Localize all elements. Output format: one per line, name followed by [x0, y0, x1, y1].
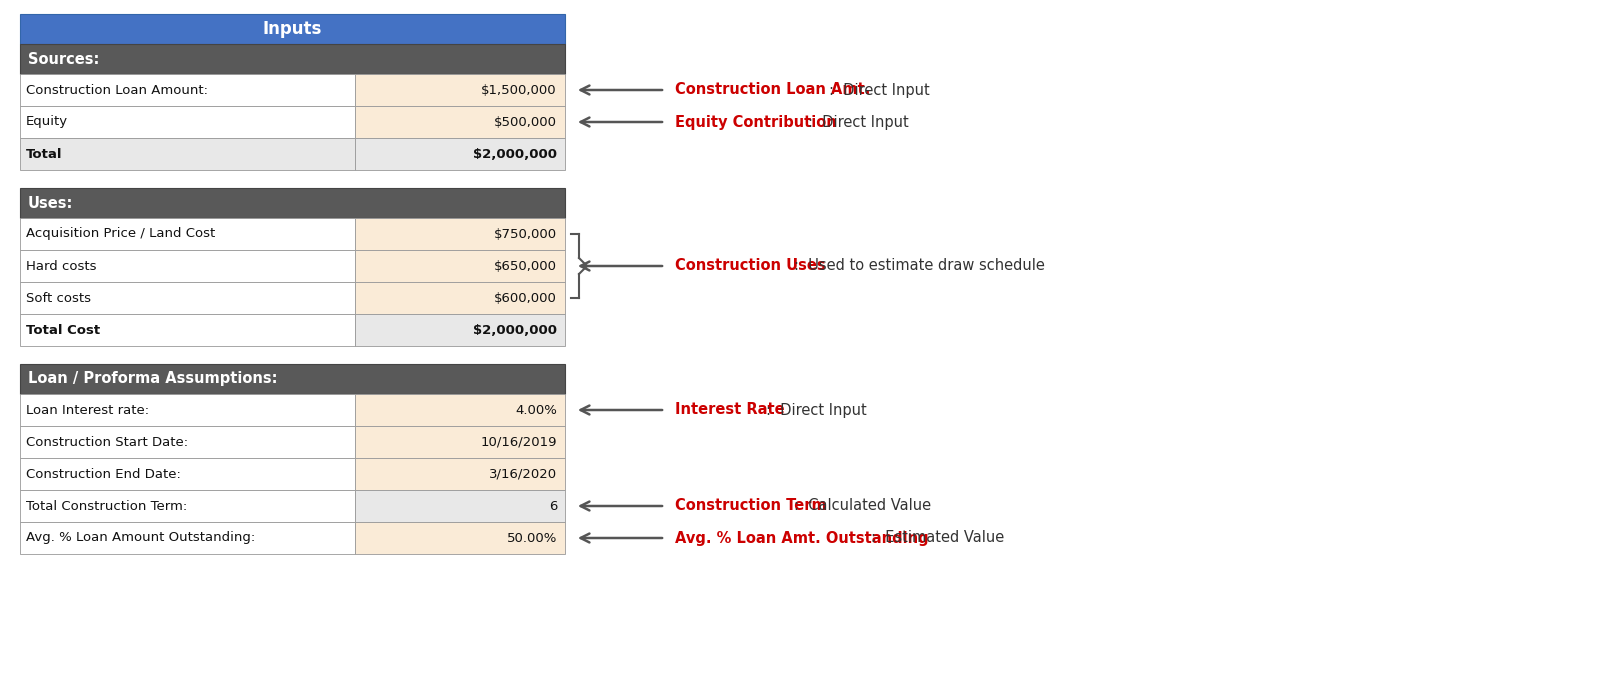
- Text: :  Direct Input: : Direct Input: [829, 82, 930, 97]
- Bar: [355, 314, 565, 346]
- Text: Loan / Proforma Assumptions:: Loan / Proforma Assumptions:: [29, 372, 277, 387]
- Text: Equity: Equity: [26, 116, 69, 128]
- Bar: [19, 364, 565, 394]
- Bar: [355, 426, 565, 458]
- Bar: [19, 138, 355, 170]
- Bar: [19, 314, 355, 346]
- Text: Construction Term: Construction Term: [675, 498, 827, 514]
- Bar: [355, 138, 565, 170]
- Bar: [355, 106, 565, 138]
- Text: 3/16/2020: 3/16/2020: [490, 468, 557, 481]
- Text: $500,000: $500,000: [494, 116, 557, 128]
- Text: $2,000,000: $2,000,000: [474, 324, 557, 337]
- Text: :  Estimated Value: : Estimated Value: [870, 531, 1005, 546]
- Text: :  Used to estimate draw schedule: : Used to estimate draw schedule: [794, 258, 1045, 274]
- Text: $1,500,000: $1,500,000: [482, 84, 557, 97]
- Text: Loan Interest rate:: Loan Interest rate:: [26, 404, 149, 416]
- Bar: [19, 250, 355, 282]
- Bar: [355, 218, 565, 250]
- Text: :  Direct Input: : Direct Input: [766, 402, 867, 418]
- Bar: [19, 14, 565, 44]
- Text: 10/16/2019: 10/16/2019: [480, 435, 557, 448]
- Text: Total Construction Term:: Total Construction Term:: [26, 500, 187, 512]
- Bar: [19, 218, 355, 250]
- Bar: [19, 490, 355, 522]
- Text: Construction End Date:: Construction End Date:: [26, 468, 181, 481]
- Bar: [19, 44, 565, 74]
- Bar: [355, 490, 565, 522]
- Bar: [19, 426, 355, 458]
- Text: 50.00%: 50.00%: [507, 531, 557, 544]
- Text: Total Cost: Total Cost: [26, 324, 101, 337]
- Bar: [19, 188, 565, 218]
- Bar: [19, 282, 355, 314]
- Bar: [355, 458, 565, 490]
- Text: 4.00%: 4.00%: [515, 404, 557, 416]
- Text: Avg. % Loan Amt. Outstanding: Avg. % Loan Amt. Outstanding: [675, 531, 928, 546]
- Text: Hard costs: Hard costs: [26, 260, 96, 272]
- Bar: [19, 522, 355, 554]
- Bar: [355, 394, 565, 426]
- Bar: [355, 522, 565, 554]
- Text: 6: 6: [549, 500, 557, 512]
- Text: Construction Uses: Construction Uses: [675, 258, 826, 274]
- Text: Interest Rate: Interest Rate: [675, 402, 784, 418]
- Text: :  Direct Input: : Direct Input: [808, 114, 909, 130]
- Bar: [355, 250, 565, 282]
- Text: :  Calculated Value: : Calculated Value: [794, 498, 931, 514]
- Text: $2,000,000: $2,000,000: [474, 147, 557, 160]
- Bar: [19, 458, 355, 490]
- Bar: [355, 74, 565, 106]
- Text: Inputs: Inputs: [262, 20, 322, 38]
- Text: Avg. % Loan Amount Outstanding:: Avg. % Loan Amount Outstanding:: [26, 531, 256, 544]
- Text: Acquisition Price / Land Cost: Acquisition Price / Land Cost: [26, 228, 216, 241]
- Text: Construction Loan Amount:: Construction Loan Amount:: [26, 84, 208, 97]
- Text: $650,000: $650,000: [494, 260, 557, 272]
- Bar: [19, 74, 355, 106]
- Text: Construction Start Date:: Construction Start Date:: [26, 435, 189, 448]
- Bar: [19, 394, 355, 426]
- Text: $750,000: $750,000: [494, 228, 557, 241]
- Text: Equity Contribution: Equity Contribution: [675, 114, 837, 130]
- Text: Sources:: Sources:: [29, 51, 99, 66]
- Text: Uses:: Uses:: [29, 195, 74, 210]
- Text: Construction Loan Amt.: Construction Loan Amt.: [675, 82, 870, 97]
- Text: Total: Total: [26, 147, 62, 160]
- Bar: [355, 282, 565, 314]
- Bar: [19, 106, 355, 138]
- Text: $600,000: $600,000: [494, 291, 557, 304]
- Text: Soft costs: Soft costs: [26, 291, 91, 304]
